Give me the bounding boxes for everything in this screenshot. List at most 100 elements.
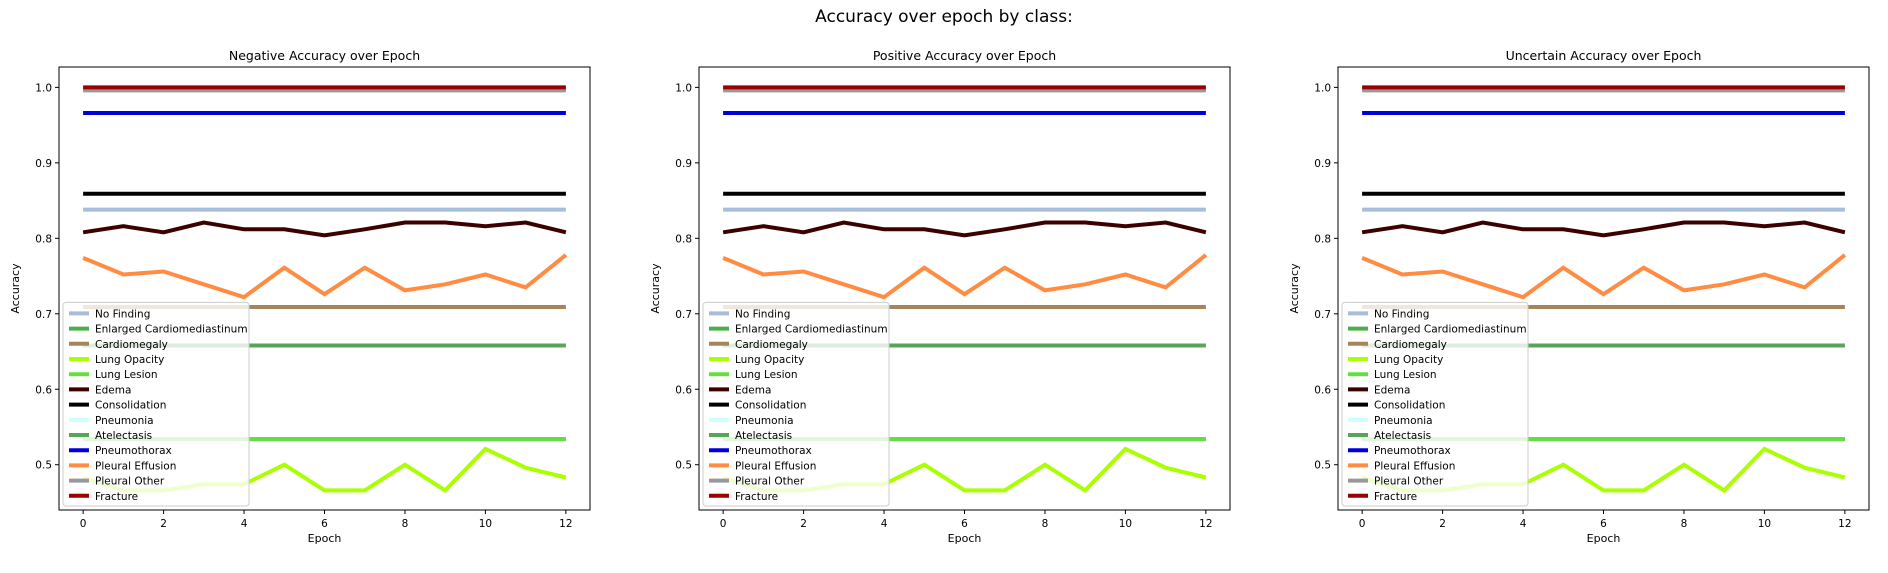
legend-entry-label: Pleural Other bbox=[1374, 476, 1444, 488]
y-tick-label: 0.9 bbox=[675, 158, 692, 170]
y-tick-label: 0.6 bbox=[675, 384, 692, 396]
legend-entry-label: Pneumothorax bbox=[95, 445, 172, 457]
legend: No Finding Enlarged Cardiomediastinum Card… bbox=[1341, 301, 1529, 507]
x-tick-label: 4 bbox=[1520, 518, 1527, 530]
x-tick-label: 12 bbox=[1199, 518, 1212, 530]
x-tick-label: 12 bbox=[1838, 518, 1851, 530]
legend-entry-label: Atelectasis bbox=[735, 430, 792, 442]
y-tick-label: 0.6 bbox=[35, 384, 52, 396]
legend-entry-label: Edema bbox=[735, 384, 771, 396]
y-tick-label: 0.9 bbox=[35, 158, 52, 170]
legend-entry-label: Atelectasis bbox=[95, 430, 152, 442]
x-axis-label: Epoch bbox=[1587, 532, 1621, 545]
x-axis-label: Epoch bbox=[308, 532, 342, 545]
y-tick-label: 1.0 bbox=[35, 82, 52, 94]
y-tick-label: 0.7 bbox=[675, 309, 692, 321]
legend-entry-label: Pleural Effusion bbox=[95, 460, 176, 472]
legend-entry-label: Atelectasis bbox=[1374, 430, 1431, 442]
legend: No Finding Enlarged Cardiomediastinum Card… bbox=[62, 301, 250, 507]
legend-entry-label: Pleural Other bbox=[95, 476, 165, 488]
x-tick-label: 4 bbox=[241, 518, 248, 530]
series-line bbox=[1361, 220, 1846, 238]
y-axis-label: Accuracy bbox=[649, 263, 662, 314]
legend-entry-label: Consolidation bbox=[95, 400, 166, 412]
series-line bbox=[722, 220, 1207, 238]
chart-title: Positive Accuracy over Epoch bbox=[873, 48, 1056, 63]
x-tick-label: 6 bbox=[1600, 518, 1607, 530]
legend-entry-label: Pneumonia bbox=[95, 415, 154, 427]
legend-entry-label: Enlarged Cardiomediastinum bbox=[95, 324, 248, 336]
y-tick-label: 0.6 bbox=[1314, 384, 1331, 396]
figure-suptitle: Accuracy over epoch by class: bbox=[815, 7, 1073, 27]
legend-entry-label: Enlarged Cardiomediastinum bbox=[735, 324, 888, 336]
x-tick-label: 4 bbox=[881, 518, 888, 530]
legend-entry-label: Pneumonia bbox=[1374, 415, 1433, 427]
legend-entry-label: Fracture bbox=[735, 491, 778, 503]
x-tick-label: 12 bbox=[559, 518, 572, 530]
x-tick-label: 6 bbox=[961, 518, 968, 530]
x-tick-label: 8 bbox=[1042, 518, 1049, 530]
legend-entry-label: Pneumonia bbox=[735, 415, 794, 427]
chart-panel-3: Uncertain Accuracy over Epoch 0 2 4 6 8 10 12 0.… bbox=[1288, 48, 1870, 545]
chart-panel-2: Positive Accuracy over Epoch 0 2 4 6 8 10 12 0.5… bbox=[649, 48, 1231, 545]
chart-title: Negative Accuracy over Epoch bbox=[229, 48, 420, 63]
y-tick-label: 0.9 bbox=[1314, 158, 1331, 170]
y-axis-label: Accuracy bbox=[9, 263, 22, 314]
legend-box bbox=[1341, 301, 1529, 507]
x-tick-label: 8 bbox=[1681, 518, 1688, 530]
x-tick-label: 10 bbox=[1758, 518, 1771, 530]
legend-entry-label: Lung Opacity bbox=[95, 354, 164, 366]
x-tick-label: 8 bbox=[402, 518, 409, 530]
x-tick-label: 2 bbox=[1439, 518, 1446, 530]
legend-entry-label: Lung Opacity bbox=[735, 354, 804, 366]
y-tick-label: 0.7 bbox=[35, 309, 52, 321]
y-tick-label: 0.7 bbox=[1314, 309, 1331, 321]
chart-panel-1: Negative Accuracy over Epoch 0 2 4 6 8 10 12 0.5… bbox=[9, 48, 591, 545]
legend-entry-label: Pneumothorax bbox=[735, 445, 812, 457]
y-tick-label: 1.0 bbox=[675, 82, 692, 94]
x-tick-label: 2 bbox=[160, 518, 167, 530]
legend-entry-label: Lung Lesion bbox=[95, 369, 158, 381]
y-tick-label: 0.5 bbox=[675, 460, 692, 472]
legend-entry-label: Fracture bbox=[95, 491, 138, 503]
legend-entry-label: Consolidation bbox=[735, 400, 806, 412]
x-tick-label: 10 bbox=[1119, 518, 1132, 530]
legend-entry-label: Lung Opacity bbox=[1374, 354, 1443, 366]
legend-entry-label: Cardiomegaly bbox=[735, 339, 808, 351]
legend-entry-label: Edema bbox=[1374, 384, 1410, 396]
y-tick-label: 0.8 bbox=[675, 233, 692, 245]
legend-entry-label: Enlarged Cardiomediastinum bbox=[1374, 324, 1527, 336]
x-tick-label: 10 bbox=[479, 518, 492, 530]
legend-entry-label: Pleural Effusion bbox=[1374, 460, 1455, 472]
y-tick-label: 0.5 bbox=[35, 460, 52, 472]
series-line bbox=[722, 253, 1208, 300]
legend-entry-label: Pneumothorax bbox=[1374, 445, 1451, 457]
x-axis-label: Epoch bbox=[948, 532, 982, 545]
legend-entry-label: Lung Lesion bbox=[735, 369, 798, 381]
chart-title: Uncertain Accuracy over Epoch bbox=[1506, 48, 1702, 63]
series-line bbox=[1361, 253, 1847, 300]
legend: No Finding Enlarged Cardiomediastinum Card… bbox=[702, 301, 890, 507]
y-tick-label: 0.8 bbox=[35, 233, 52, 245]
legend-entry-label: No Finding bbox=[735, 308, 790, 320]
legend-entry-label: Lung Lesion bbox=[1374, 369, 1437, 381]
y-tick-label: 0.5 bbox=[1314, 460, 1331, 472]
x-tick-label: 0 bbox=[720, 518, 727, 530]
x-tick-label: 6 bbox=[321, 518, 328, 530]
legend-box bbox=[62, 301, 250, 507]
legend-entry-label: Cardiomegaly bbox=[95, 339, 168, 351]
legend-entry-label: Cardiomegaly bbox=[1374, 339, 1447, 351]
legend-entry-label: Fracture bbox=[1374, 491, 1417, 503]
legend-entry-label: No Finding bbox=[1374, 308, 1429, 320]
legend-entry-label: Consolidation bbox=[1374, 400, 1445, 412]
legend-entry-label: Pleural Effusion bbox=[735, 460, 816, 472]
y-axis-label: Accuracy bbox=[1288, 263, 1301, 314]
legend-entry-label: No Finding bbox=[95, 308, 150, 320]
series-line bbox=[82, 253, 568, 300]
y-tick-label: 1.0 bbox=[1314, 82, 1331, 94]
legend-box bbox=[702, 301, 890, 507]
series-line bbox=[82, 220, 567, 238]
x-tick-label: 2 bbox=[800, 518, 807, 530]
x-tick-label: 0 bbox=[80, 518, 87, 530]
